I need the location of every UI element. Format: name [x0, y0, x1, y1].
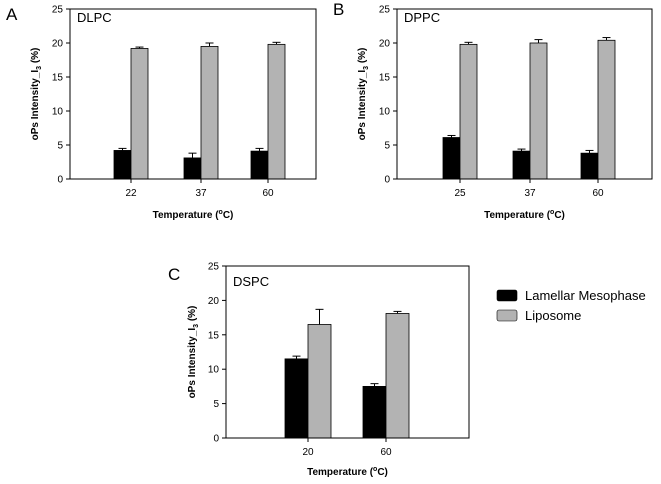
- bar-lamellar-60: [250, 150, 269, 180]
- bar-liposome-20: [307, 324, 332, 439]
- bar-lamellar-60: [580, 152, 599, 180]
- bar-lamellar-22: [113, 150, 132, 180]
- plot-frame: [396, 8, 653, 180]
- y-tick-label: 15: [379, 73, 391, 84]
- x-axis-label: Temperature (oC): [484, 209, 565, 221]
- legend-label-liposome: Liposome: [525, 308, 581, 323]
- x-tick-label: 22: [125, 188, 137, 199]
- y-axis-label: oPs Intensity_I3 (%): [357, 48, 370, 141]
- chart-panel-a: A 0 5 10 15 20 25 22 37 60 DLPC Temperature (oC) oPs…: [6, 5, 317, 221]
- y-tick-label: 5: [384, 141, 390, 152]
- y-axis-label: oPs Intensity_I3 (%): [30, 48, 43, 141]
- y-tick-label: 25: [379, 5, 391, 16]
- plot-frame: [225, 265, 470, 439]
- chart-title: DLPC: [77, 10, 112, 25]
- y-tick-label: 0: [213, 434, 219, 445]
- legend-swatch-liposome: [496, 309, 518, 322]
- y-tick-label: 0: [57, 175, 63, 186]
- x-tick-label: 20: [302, 447, 314, 458]
- x-axis-label: Temperature (oC): [307, 466, 388, 478]
- bar-liposome-25: [459, 43, 478, 180]
- y-axis-label: oPs Intensity_I3 (%): [187, 306, 200, 399]
- y-tick-label: 15: [52, 73, 64, 84]
- y-tick-label: 5: [57, 141, 63, 152]
- chart-panel-b: B 0 5 10 15 20 25 25 37 60 DPPC Temperature (oC) oPs…: [333, 0, 653, 221]
- bar-lamellar-25: [442, 137, 461, 180]
- bar-liposome-60: [385, 313, 410, 439]
- x-tick-label: 60: [592, 188, 604, 199]
- panel-letter: A: [6, 5, 18, 24]
- bar-lamellar-37: [183, 157, 202, 180]
- chart-title: DSPC: [233, 274, 269, 289]
- bar-lamellar-20: [284, 358, 309, 439]
- legend-swatch-lamellar: [496, 289, 518, 302]
- y-tick-label: 15: [208, 330, 220, 341]
- y-tick-label: 25: [208, 262, 220, 273]
- bar-lamellar-37: [512, 150, 531, 180]
- bar-liposome-60: [267, 43, 286, 180]
- y-tick-label: 10: [208, 365, 220, 376]
- bar-liposome-22: [130, 48, 149, 180]
- x-tick-label: 37: [524, 188, 536, 199]
- legend: Lamellar Mesophase Liposome: [496, 288, 646, 323]
- y-tick-label: 20: [52, 39, 64, 50]
- x-axis-label: Temperature (oC): [153, 209, 234, 221]
- legend-label-lamellar: Lamellar Mesophase: [525, 288, 646, 303]
- bar-lamellar-60: [362, 385, 387, 439]
- chart-title: DPPC: [404, 10, 440, 25]
- x-tick-label: 60: [380, 447, 392, 458]
- x-tick-label: 60: [262, 188, 274, 199]
- bar-liposome-37: [529, 42, 548, 180]
- bar-liposome-37: [200, 46, 219, 180]
- y-tick-label: 5: [213, 399, 219, 410]
- y-tick-label: 20: [379, 39, 391, 50]
- y-tick-label: 10: [52, 107, 64, 118]
- panel-letter: C: [168, 265, 180, 284]
- y-tick-label: 25: [52, 5, 64, 16]
- plot-frame: [69, 8, 317, 180]
- y-tick-label: 10: [379, 107, 391, 118]
- panel-letter: B: [333, 0, 344, 19]
- chart-panel-c: C 0 5 10 15 20 25 20 60 DSPC Temperature (oC) oPs I…: [168, 262, 470, 478]
- y-tick-label: 20: [208, 296, 220, 307]
- bar-liposome-60: [597, 39, 616, 180]
- x-tick-label: 37: [195, 188, 207, 199]
- x-tick-label: 25: [454, 188, 466, 199]
- y-tick-label: 0: [384, 175, 390, 186]
